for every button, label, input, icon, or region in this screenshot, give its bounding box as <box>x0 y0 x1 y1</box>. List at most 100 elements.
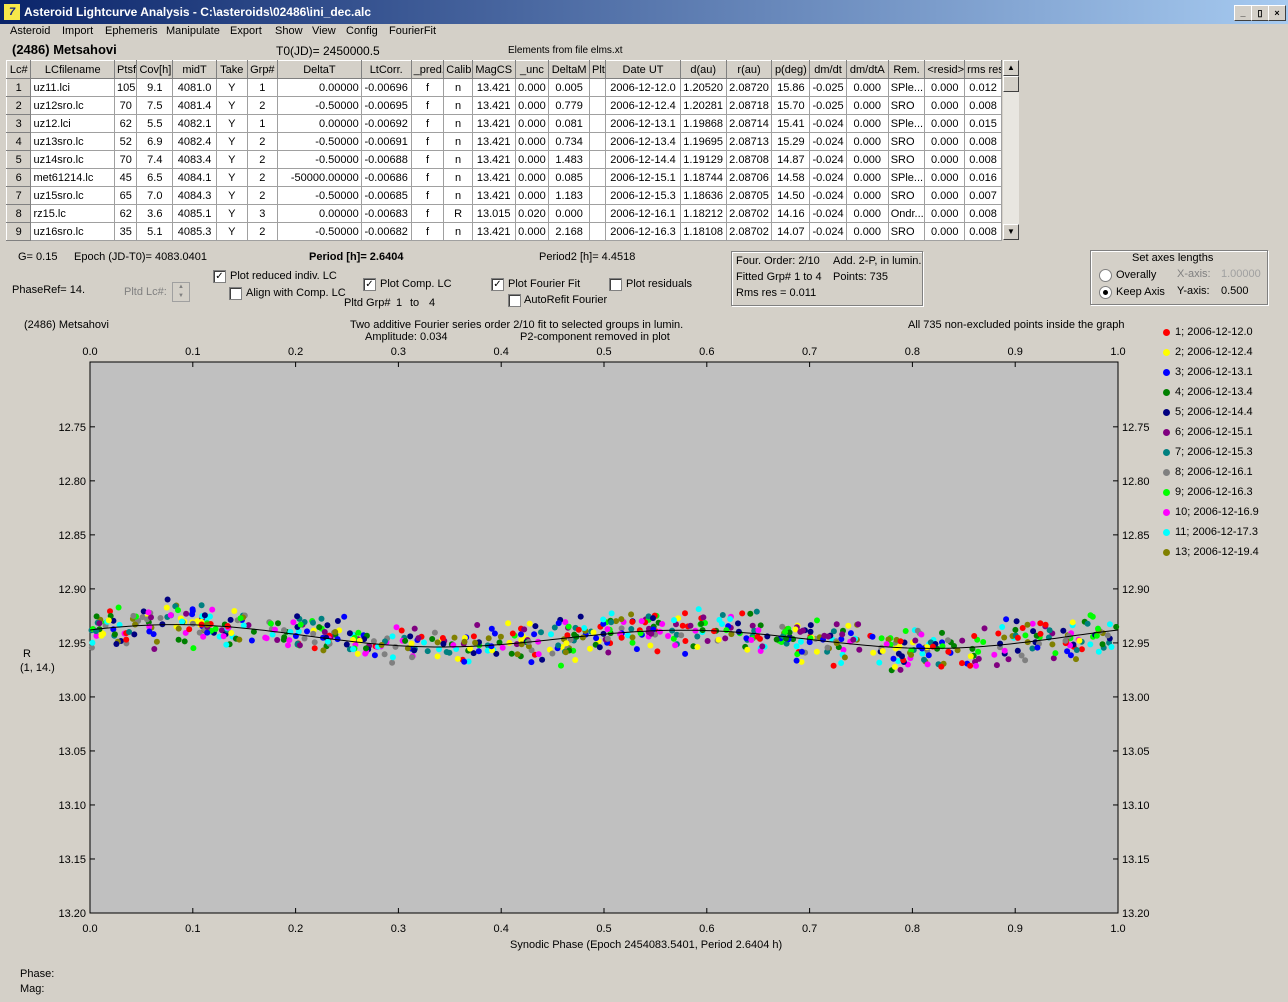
table-cell[interactable]: -0.00686 <box>360 168 412 187</box>
table-cell[interactable]: 1 <box>246 78 279 97</box>
menu-show[interactable]: Show <box>275 25 303 37</box>
menu-manipulate[interactable]: Manipulate <box>166 25 220 37</box>
table-cell[interactable]: 1.19695 <box>679 132 727 151</box>
keep-axis-radio[interactable] <box>1099 286 1112 299</box>
table-cell[interactable]: n <box>443 132 473 151</box>
table-cell[interactable]: 0.000 <box>514 168 550 187</box>
table-cell[interactable]: 0.000 <box>514 78 550 97</box>
table-cell[interactable]: 1.19868 <box>679 114 727 133</box>
table-cell[interactable]: f <box>410 114 445 133</box>
table-cell[interactable]: 2.08702 <box>725 204 773 223</box>
table-cell[interactable]: 0.000 <box>845 204 889 223</box>
table-cell[interactable]: Y <box>215 168 248 187</box>
table-row[interactable]: 2 uz12sro.lc 70 7.5 4081.4 Y 2 -0.50000 -0.00695… <box>5 96 1002 115</box>
table-cell[interactable]: 0.000 <box>514 150 550 169</box>
table-cell[interactable]: 1.20520 <box>679 78 727 97</box>
table-cell[interactable]: 0.734 <box>548 132 591 151</box>
table-cell[interactable]: 2.08718 <box>725 96 773 115</box>
table-cell[interactable]: Y <box>215 150 248 169</box>
table-cell[interactable]: 0.000 <box>514 114 550 133</box>
table-cell[interactable]: 0.000 <box>845 96 889 115</box>
table-cell[interactable]: 0.000 <box>924 132 966 151</box>
table-cell[interactable]: 2 <box>246 150 279 169</box>
table-cell[interactable]: 14.87 <box>771 150 811 169</box>
table-cell[interactable]: 0.016 <box>964 168 1002 187</box>
table-cell[interactable]: 13.421 <box>471 132 516 151</box>
column-header[interactable]: Take <box>215 60 248 79</box>
table-cell[interactable]: 1 <box>246 114 279 133</box>
minimize-button[interactable]: _ <box>1234 5 1252 21</box>
table-cell[interactable]: 2 <box>246 168 279 187</box>
menu-import[interactable]: Import <box>62 25 94 37</box>
table-cell[interactable]: -0.024 <box>809 222 847 241</box>
column-header[interactable]: <resid> <box>924 60 966 79</box>
scroll-down-icon[interactable]: ▼ <box>1003 224 1019 240</box>
table-cell[interactable] <box>589 222 607 241</box>
table-cell[interactable]: 0.000 <box>845 150 889 169</box>
table-cell[interactable]: 5.5 <box>136 114 174 133</box>
table-cell[interactable]: 7 <box>5 186 32 205</box>
table-cell[interactable]: 14.07 <box>771 222 811 241</box>
grp-from-value[interactable]: 1 <box>396 297 403 309</box>
table-cell[interactable]: -0.00685 <box>360 186 412 205</box>
scroll-up-icon[interactable]: ▲ <box>1003 60 1019 76</box>
menu-asteroid[interactable]: Asteroid <box>10 25 51 37</box>
column-header[interactable]: LCfilename <box>30 60 116 79</box>
table-cell[interactable]: 2.08702 <box>725 222 773 241</box>
table-cell[interactable]: 2.08705 <box>725 186 773 205</box>
table-cell[interactable]: uz12sro.lc <box>30 96 116 115</box>
table-cell[interactable]: n <box>443 78 473 97</box>
table-cell[interactable]: SPle... <box>887 114 926 133</box>
plot-panel[interactable]: 0.0 0.0 0.1 0.1 0.2 0.2 0.3 0.3 0.4 0.4 0.5 0.5 0.6 0… <box>20 314 1270 958</box>
table-cell[interactable]: -0.025 <box>809 78 847 97</box>
table-cell[interactable]: R <box>443 204 473 223</box>
table-cell[interactable]: 0.005 <box>548 78 591 97</box>
grp-to-value[interactable]: 4 <box>429 297 436 309</box>
table-cell[interactable]: 65 <box>114 186 138 205</box>
table-cell[interactable]: uz15sro.lc <box>30 186 116 205</box>
table-cell[interactable]: -0.00696 <box>360 78 412 97</box>
table-cell[interactable]: 1.20281 <box>679 96 727 115</box>
table-cell[interactable]: -0.00695 <box>360 96 412 115</box>
table-cell[interactable]: SRO <box>887 222 926 241</box>
table-cell[interactable]: 0.000 <box>924 204 966 223</box>
plot-reduced-checkbox[interactable]: ✓ <box>213 270 226 283</box>
column-header[interactable]: DeltaT <box>277 60 362 79</box>
column-header[interactable]: Plt <box>589 60 607 79</box>
column-header[interactable]: rms res <box>964 60 1002 79</box>
table-cell[interactable]: 0.008 <box>964 132 1002 151</box>
table-cell[interactable]: 1.19129 <box>679 150 727 169</box>
menu-config[interactable]: Config <box>346 25 378 37</box>
table-cell[interactable]: 0.000 <box>924 150 966 169</box>
table-cell[interactable]: 0.008 <box>964 204 1002 223</box>
table-cell[interactable]: 0.000 <box>548 204 591 223</box>
table-cell[interactable]: 2.08708 <box>725 150 773 169</box>
table-cell[interactable]: 15.41 <box>771 114 811 133</box>
column-header[interactable]: Calib. <box>443 60 473 79</box>
table-cell[interactable]: 3 <box>5 114 32 133</box>
table-cell[interactable]: 1.18212 <box>679 204 727 223</box>
plot-comp-checkbox[interactable]: ✓ <box>363 278 376 291</box>
column-header[interactable]: _pred. <box>410 60 445 79</box>
table-cell[interactable]: 2 <box>246 132 279 151</box>
table-cell[interactable]: 2 <box>246 186 279 205</box>
table-cell[interactable]: 8 <box>5 204 32 223</box>
table-cell[interactable]: SRO <box>887 132 926 151</box>
table-cell[interactable]: 0.000 <box>924 114 966 133</box>
table-cell[interactable]: 0.000 <box>845 114 889 133</box>
table-cell[interactable]: 2006-12-15.3 <box>605 186 681 205</box>
table-cell[interactable]: 13.421 <box>471 150 516 169</box>
table-cell[interactable]: 4081.0 <box>172 78 217 97</box>
table-row[interactable]: 8 rz15.lc 62 3.6 4085.1 Y 3 0.00000 -0.00683 f R 13… <box>5 204 1002 223</box>
table-cell[interactable]: 14.16 <box>771 204 811 223</box>
table-cell[interactable]: 13.421 <box>471 186 516 205</box>
menu-view[interactable]: View <box>312 25 336 37</box>
table-cell[interactable]: SPle... <box>887 168 926 187</box>
table-cell[interactable]: 2.08720 <box>725 78 773 97</box>
lightcurve-table[interactable]: Lc# LCfilename Ptsf Cov[h] midT Take Grp# Delta… <box>5 60 1002 241</box>
table-cell[interactable] <box>589 204 607 223</box>
table-cell[interactable]: 0.000 <box>514 132 550 151</box>
column-header[interactable]: _unc <box>514 60 550 79</box>
table-cell[interactable]: SRO <box>887 96 926 115</box>
table-cell[interactable]: 2.08714 <box>725 114 773 133</box>
